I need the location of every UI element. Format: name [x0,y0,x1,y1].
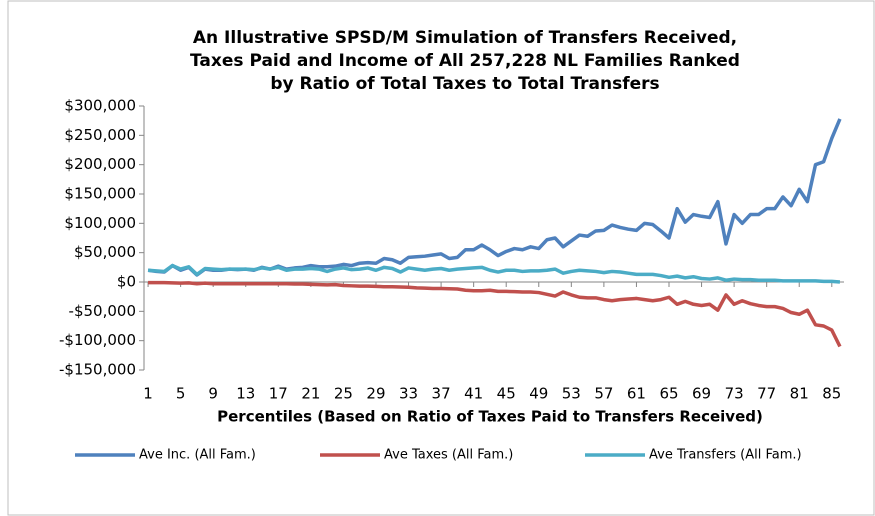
y-tick-label: -$50,000 [69,302,136,320]
x-tick-label: 45 [497,385,516,403]
x-tick-label: 57 [594,385,613,403]
x-tick-label: 53 [562,385,581,403]
x-tick-label: 73 [725,385,744,403]
chart-title: by Ratio of Total Taxes to Total Transfe… [270,74,659,94]
y-tick-label: $50,000 [74,243,136,261]
y-tick-label: $250,000 [64,126,136,144]
chart-border [7,0,875,516]
x-tick-label: 17 [269,385,288,403]
legend-label: Ave Inc. (All Fam.) [139,448,256,463]
x-tick-label: 29 [366,385,385,403]
x-tick-label: 21 [301,385,320,403]
x-tick-label: 49 [529,385,548,403]
x-tick-label: 37 [432,385,451,403]
y-tick-label: $300,000 [64,97,136,115]
x-tick-label: 5 [176,385,186,403]
chart-title: Taxes Paid and Income of All 257,228 NL … [190,51,740,71]
x-tick-label: 85 [822,385,841,403]
series-line [148,280,842,348]
x-tick-label: 13 [236,385,255,403]
x-tick-label: 61 [627,385,646,403]
x-axis-label: Percentiles (Based on Ratio of Taxes Pai… [217,408,763,426]
x-tick-label: 81 [790,385,809,403]
x-tick-label: 33 [399,385,418,403]
y-tick-label: -$150,000 [59,361,136,379]
legend-label: Ave Taxes (All Fam.) [384,448,513,463]
x-tick-label: 41 [464,385,483,403]
y-tick-label: $100,000 [64,214,136,232]
x-tick-label: 69 [692,385,711,403]
chart-title: An Illustrative SPSD/M Simulation of Tra… [193,28,737,48]
x-tick-label: 77 [757,385,776,403]
y-tick-label: -$100,000 [59,331,136,349]
x-tick-label: 65 [659,385,678,403]
x-tick-label: 1 [143,385,153,403]
y-tick-label: $200,000 [64,155,136,173]
y-tick-label: $150,000 [64,185,136,203]
legend-label: Ave Transfers (All Fam.) [649,448,802,463]
series-line [147,263,841,284]
x-tick-label: 9 [208,385,218,403]
y-tick-label: $0 [117,273,136,291]
x-tick-label: 25 [334,385,353,403]
